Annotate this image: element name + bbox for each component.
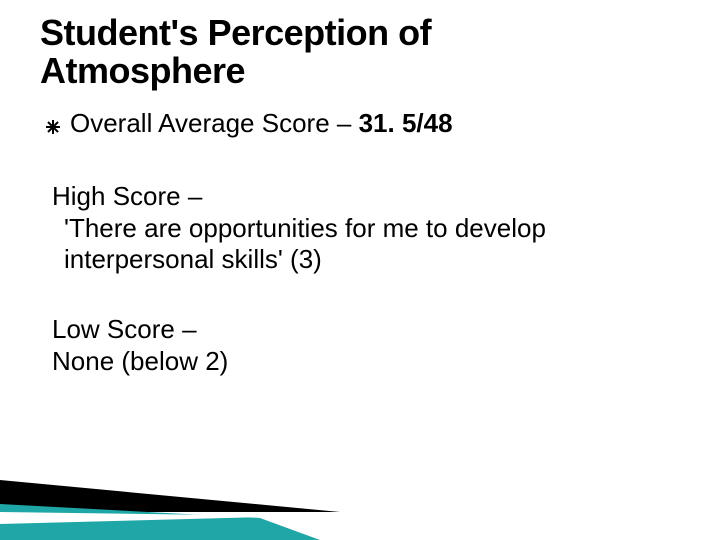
corner-decoration: [0, 420, 360, 540]
low-heading: Low Score –: [52, 314, 197, 344]
high-quote: 'There are opportunities for me to devel…: [52, 213, 680, 276]
title-line-2: Atmosphere: [40, 50, 245, 91]
slide-title: Student's Perception of Atmosphere: [40, 14, 680, 90]
bullet-lead: Overall Average Score –: [70, 108, 359, 138]
bullet-row: Overall Average Score – 31. 5/48: [46, 108, 680, 139]
low-text: None (below 2): [52, 346, 228, 376]
bullet-icon: [46, 118, 60, 138]
bullet-score: 31. 5/48: [359, 108, 453, 138]
high-score-block: High Score – 'There are opportunities fo…: [52, 181, 680, 276]
bullet-text: Overall Average Score – 31. 5/48: [70, 108, 453, 139]
title-line-1: Student's Perception of: [40, 12, 431, 53]
slide: Student's Perception of Atmosphere Overa…: [0, 0, 720, 540]
low-score-block: Low Score – None (below 2): [52, 314, 680, 377]
high-heading: High Score –: [52, 181, 202, 211]
